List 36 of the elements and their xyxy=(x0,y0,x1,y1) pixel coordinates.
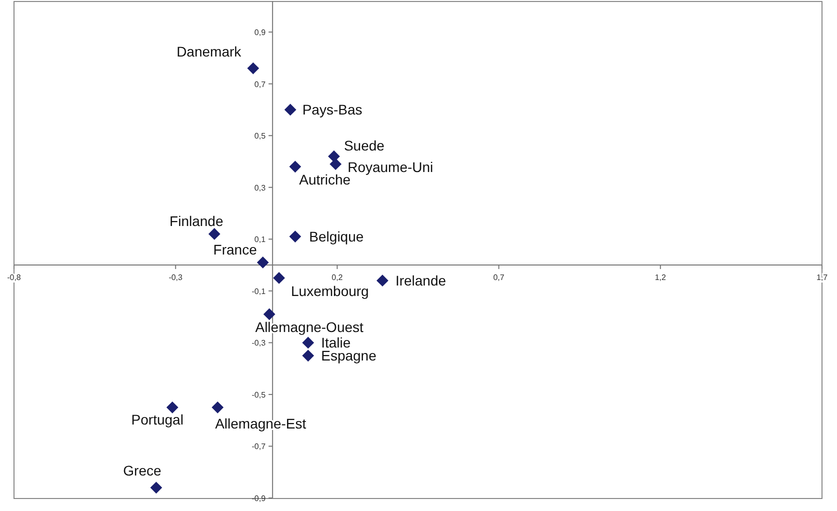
annotation: Danemark xyxy=(176,43,242,60)
point xyxy=(263,308,276,320)
annotation: Finlande xyxy=(170,212,224,229)
x-tick-label: 1,2 xyxy=(654,273,667,282)
point xyxy=(166,401,178,414)
y-tick-label: 0,5 xyxy=(254,132,266,141)
point xyxy=(330,158,342,170)
point xyxy=(212,401,224,414)
y-tick-label: -0,5 xyxy=(252,390,266,400)
y-tick-label: -0,1 xyxy=(252,286,266,296)
point xyxy=(247,62,260,74)
point xyxy=(302,336,314,349)
annotation: Suede xyxy=(344,137,385,154)
annotation: Grece xyxy=(123,462,162,479)
x-tick-label: -0,3 xyxy=(168,273,184,282)
point xyxy=(150,482,162,494)
point xyxy=(273,272,285,284)
point xyxy=(256,256,269,268)
point xyxy=(289,230,302,242)
y-tick-label: -0,3 xyxy=(252,338,266,348)
point xyxy=(302,350,314,362)
annotation: Pays-Bas xyxy=(302,102,362,118)
x-tick-label: 0,7 xyxy=(493,273,505,282)
annotation: Irelande xyxy=(395,272,446,289)
y-tick-label: -0,7 xyxy=(252,442,266,452)
point xyxy=(376,274,388,287)
point xyxy=(289,160,302,173)
annotation: Luxembourg xyxy=(291,282,369,299)
point xyxy=(208,228,220,240)
annotation: Portugal xyxy=(131,411,184,428)
y-tick-label: 0,3 xyxy=(254,183,266,192)
point xyxy=(284,104,296,116)
annotation: Belgique xyxy=(309,228,364,245)
y-tick-label: 0,7 xyxy=(254,80,266,89)
y-tick-label: 0,9 xyxy=(254,28,266,38)
x-tick-label: 0,2 xyxy=(332,273,344,282)
